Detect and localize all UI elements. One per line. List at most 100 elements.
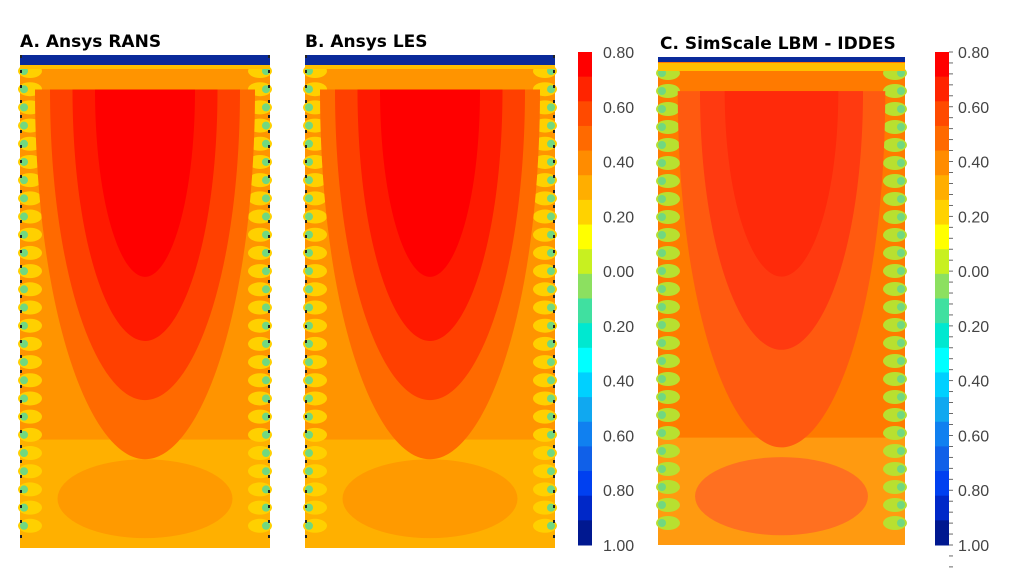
panel-c-contour: [656, 57, 907, 545]
contour-level: [380, 89, 480, 277]
wall-contour-cell: [897, 105, 905, 113]
wall-contour-cell: [20, 412, 28, 421]
colorbar-band: [935, 323, 949, 349]
wall-contour-cell: [262, 176, 270, 185]
wall-contour-cell: [262, 121, 270, 130]
colorbar-tick-label: 0.60: [603, 100, 634, 117]
colorbar-band: [935, 520, 949, 546]
wall-contour-cell: [658, 465, 666, 473]
wall-contour-cell: [20, 285, 28, 294]
wall-contour-cell: [897, 231, 905, 239]
wall-contour-cell: [658, 213, 666, 221]
colorbar-band: [578, 249, 592, 275]
wall-contour-cell: [658, 429, 666, 437]
wall-contour-cell: [897, 123, 905, 131]
contour-lower-lobe: [57, 459, 233, 539]
wall-contour-cell: [262, 267, 270, 276]
wall-contour-cell: [897, 213, 905, 221]
wall-contour-cell: [305, 267, 313, 276]
wall-contour-cell: [897, 141, 905, 149]
colorbar-band: [578, 323, 592, 349]
colorbar-band: [578, 471, 592, 497]
colorbar-band: [935, 397, 949, 423]
wall-contour-cell: [658, 357, 666, 365]
wall-contour-cell: [305, 358, 313, 367]
wall-contour-cell: [305, 121, 313, 130]
colorbar-band: [935, 224, 949, 250]
wall-contour-cell: [897, 501, 905, 509]
wall-contour-cell: [897, 429, 905, 437]
wall-contour-cell: [262, 194, 270, 203]
wall-contour-cell: [20, 358, 28, 367]
colorbar-band: [578, 150, 592, 176]
colorbar-tick-label: 0.60: [958, 428, 989, 445]
wall-contour-cell: [897, 465, 905, 473]
wall-contour-cell: [305, 157, 313, 166]
colorbar-tick-label: 0.80: [603, 45, 634, 62]
wall-contour-cell: [547, 376, 555, 385]
wall-contour-cell: [20, 176, 28, 185]
wall-contour-cell: [658, 87, 666, 95]
wall-contour-cell: [20, 157, 28, 166]
colorbar-band: [935, 471, 949, 497]
wall-contour-cell: [547, 121, 555, 130]
colorbar-band: [935, 199, 949, 226]
wall-contour-cell: [658, 483, 666, 491]
colorbar-tick-label: 0.80: [958, 483, 989, 500]
panel-b-contour: [303, 55, 557, 548]
wall-contour-cell: [658, 267, 666, 275]
wall-contour-cell: [305, 376, 313, 385]
wall-contour-cell: [262, 449, 270, 458]
colorbar-band: [935, 495, 949, 521]
colorbar-band: [578, 101, 592, 127]
wall-contour-cell: [658, 519, 666, 527]
colorbar-band: [935, 446, 949, 472]
wall-contour-cell: [658, 159, 666, 167]
colorbar-band: [935, 101, 949, 127]
wall-contour-cell: [305, 412, 313, 421]
inlet-boundary: [305, 55, 555, 65]
colorbar-tick-label: 0.40: [603, 155, 634, 172]
wall-contour-cell: [547, 412, 555, 421]
wall-contour-cell: [262, 285, 270, 294]
wall-contour-cell: [547, 521, 555, 530]
wall-contour-cell: [305, 303, 313, 312]
colorbar-band: [578, 175, 592, 201]
wall-contour-cell: [20, 121, 28, 130]
colorbar-tick-label: 0.20: [603, 319, 634, 336]
colorbar-band: [578, 76, 592, 102]
inlet-boundary: [658, 57, 905, 62]
wall-contour-cell: [262, 157, 270, 166]
wall-contour-cell: [658, 339, 666, 347]
colorbar-tick-label: 1.00: [603, 538, 634, 555]
wall-contour-cell: [547, 103, 555, 112]
wall-contour-cell: [658, 177, 666, 185]
wall-contour-cell: [305, 194, 313, 203]
wall-contour-cell: [20, 194, 28, 203]
wall-contour-cell: [547, 176, 555, 185]
colorbar-band: [578, 347, 592, 373]
contour-lower-lobe: [695, 457, 868, 536]
wall-contour-cell: [262, 412, 270, 421]
panel-a-contour: [18, 55, 272, 548]
wall-contour-cell: [20, 449, 28, 458]
wall-contour-cell: [658, 285, 666, 293]
wall-contour-cell: [547, 194, 555, 203]
wall-contour-cell: [547, 358, 555, 367]
colorbar-band: [935, 273, 949, 299]
colorbar-band: [578, 372, 592, 398]
wall-contour-cell: [262, 303, 270, 312]
wall-contour-cell: [897, 249, 905, 257]
wall-contour-cell: [658, 105, 666, 113]
panel-b-title: B. Ansys LES: [305, 32, 428, 52]
colorbar-band: [578, 125, 592, 152]
wall-contour-cell: [547, 303, 555, 312]
wall-contour-cell: [547, 157, 555, 166]
panel-c-title: C. SimScale LBM - IDDES: [660, 34, 896, 54]
wall-contour-cell: [658, 141, 666, 149]
colorbar-band: [578, 397, 592, 423]
wall-contour-cell: [897, 303, 905, 311]
wall-contour-cell: [897, 159, 905, 167]
colorbar-band: [935, 298, 949, 324]
colorbar-band: [935, 52, 949, 78]
